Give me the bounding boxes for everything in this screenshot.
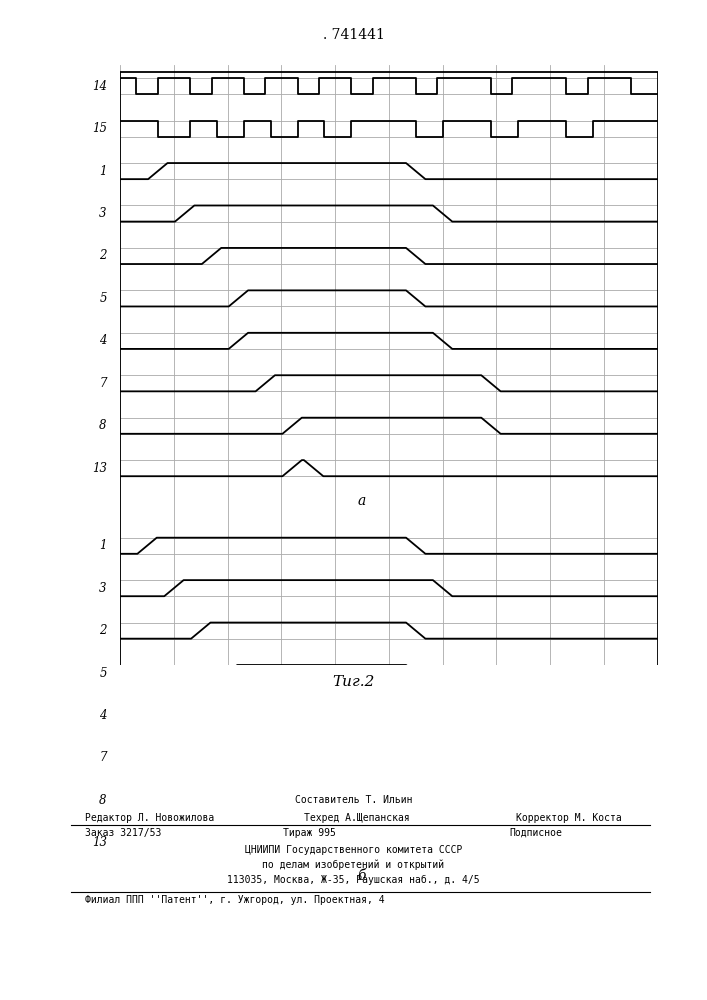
- Text: Заказ 3217/53: Заказ 3217/53: [85, 828, 161, 838]
- Text: 13: 13: [92, 462, 107, 475]
- Text: 1: 1: [99, 539, 107, 552]
- Text: 7: 7: [99, 377, 107, 390]
- Text: 7: 7: [99, 751, 107, 764]
- Text: a: a: [358, 494, 366, 508]
- Text: ЦНИИПИ Государственного комитета СССР: ЦНИИПИ Государственного комитета СССР: [245, 845, 462, 855]
- Text: по делам изобретений и открытий: по делам изобретений и открытий: [262, 860, 445, 870]
- Text: 2: 2: [99, 249, 107, 262]
- Text: Филиал ППП ''Патент'', г. Ужгород, ул. Проектная, 4: Филиал ППП ''Патент'', г. Ужгород, ул. П…: [85, 895, 385, 905]
- Text: 3: 3: [99, 207, 107, 220]
- Text: Техред А.Щепанская: Техред А.Щепанская: [304, 813, 410, 823]
- Text: 4: 4: [99, 334, 107, 347]
- Text: б: б: [358, 869, 366, 883]
- Text: 14: 14: [92, 80, 107, 93]
- Text: Корректор М. Коста: Корректор М. Коста: [516, 813, 622, 823]
- Text: 8: 8: [99, 419, 107, 432]
- Text: 5: 5: [99, 292, 107, 305]
- Text: 2: 2: [99, 624, 107, 637]
- Text: Подписное: Подписное: [509, 828, 562, 838]
- Text: Тираж 995: Тираж 995: [283, 828, 336, 838]
- Text: 13: 13: [92, 836, 107, 849]
- Text: Τиг.2: Τиг.2: [332, 675, 375, 689]
- Text: Редактор Л. Новожилова: Редактор Л. Новожилова: [85, 813, 214, 823]
- Text: 15: 15: [92, 122, 107, 135]
- Text: Составитель Т. Ильин: Составитель Т. Ильин: [295, 795, 412, 805]
- Text: 1: 1: [99, 165, 107, 178]
- Text: 113035, Москва, Ж-35, Раушская наб., д. 4/5: 113035, Москва, Ж-35, Раушская наб., д. …: [227, 875, 480, 885]
- Text: 4: 4: [99, 709, 107, 722]
- Text: 5: 5: [99, 667, 107, 680]
- Text: . 741441: . 741441: [322, 28, 385, 42]
- Text: 8: 8: [99, 794, 107, 807]
- Text: 3: 3: [99, 582, 107, 595]
